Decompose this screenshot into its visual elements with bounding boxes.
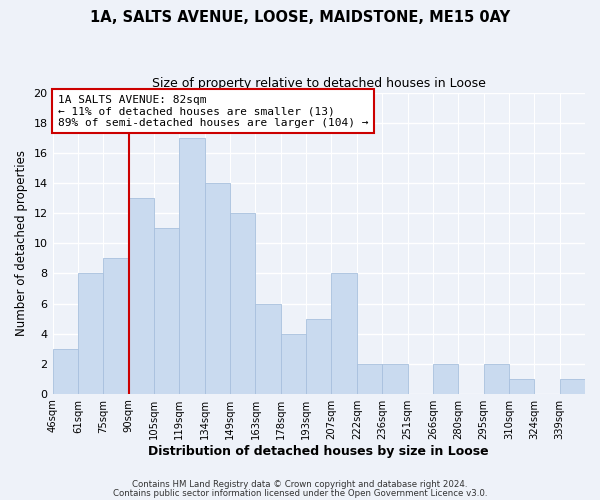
Bar (306, 318, 331, 394)
Bar (128, 198, 154, 394)
Bar (357, 364, 382, 394)
Title: Size of property relative to detached houses in Loose: Size of property relative to detached ho… (152, 78, 486, 90)
Bar (78, 274, 103, 394)
Y-axis label: Number of detached properties: Number of detached properties (15, 150, 28, 336)
Text: Contains public sector information licensed under the Open Government Licence v3: Contains public sector information licen… (113, 488, 487, 498)
Bar (256, 304, 281, 394)
Text: Contains HM Land Registry data © Crown copyright and database right 2024.: Contains HM Land Registry data © Crown c… (132, 480, 468, 489)
Bar (103, 258, 128, 394)
Bar (484, 364, 509, 394)
Bar (509, 378, 534, 394)
Bar (154, 228, 179, 394)
X-axis label: Distribution of detached houses by size in Loose: Distribution of detached houses by size … (148, 444, 489, 458)
Bar (230, 214, 256, 394)
Bar (205, 184, 230, 394)
Bar (560, 378, 585, 394)
Bar (433, 364, 458, 394)
Bar (382, 364, 407, 394)
Text: 1A SALTS AVENUE: 82sqm
← 11% of detached houses are smaller (13)
89% of semi-det: 1A SALTS AVENUE: 82sqm ← 11% of detached… (58, 94, 368, 128)
Bar (53, 348, 78, 394)
Bar (179, 138, 205, 394)
Bar (331, 274, 357, 394)
Text: 1A, SALTS AVENUE, LOOSE, MAIDSTONE, ME15 0AY: 1A, SALTS AVENUE, LOOSE, MAIDSTONE, ME15… (90, 10, 510, 25)
Bar (281, 334, 306, 394)
